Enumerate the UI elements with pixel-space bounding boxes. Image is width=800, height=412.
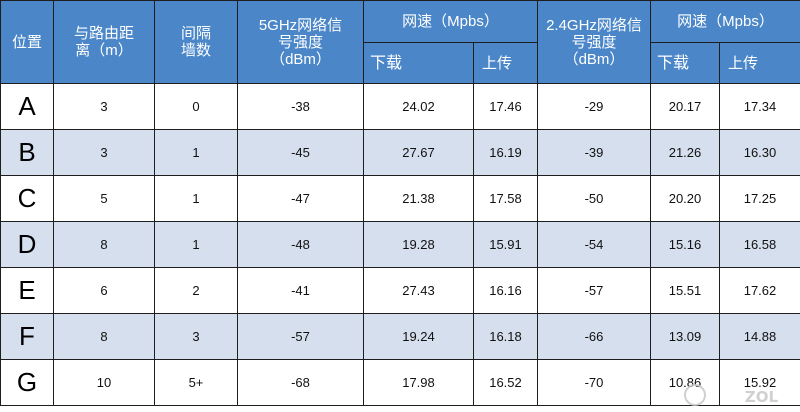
cell-walls: 3 xyxy=(154,313,238,360)
cell-upload-5g: 16.16 xyxy=(473,267,538,314)
cell-distance: 3 xyxy=(53,129,155,176)
cell-signal-5g: -38 xyxy=(237,83,364,130)
cell-download-24g: 20.20 xyxy=(650,175,720,222)
cell-signal-5g: -68 xyxy=(237,359,364,406)
cell-download-24g: 20.17 xyxy=(650,83,720,130)
table-row: B 3 1 -45 27.67 16.19 -39 21.26 16.30 xyxy=(0,129,800,176)
cell-signal-24g: -50 xyxy=(537,175,651,222)
cell-signal-24g: -39 xyxy=(537,129,651,176)
cell-upload-24g: 16.30 xyxy=(719,129,800,176)
header-download-24g: 下载 xyxy=(650,42,720,84)
cell-distance: 6 xyxy=(53,267,155,314)
cell-signal-5g: -47 xyxy=(237,175,364,222)
cell-position: D xyxy=(0,221,54,268)
cell-position: C xyxy=(0,175,54,222)
cell-signal-24g: -70 xyxy=(537,359,651,406)
cell-walls: 0 xyxy=(154,83,238,130)
cell-download-5g: 17.98 xyxy=(363,359,474,406)
header-signal-5g: 5GHz网络信号强度（dBm） xyxy=(237,0,364,84)
table-row: E 6 2 -41 27.43 16.16 -57 15.51 17.62 xyxy=(0,267,800,314)
cell-upload-5g: 17.46 xyxy=(473,83,538,130)
cell-download-5g: 19.24 xyxy=(363,313,474,360)
watermark-logo-icon xyxy=(684,384,706,406)
cell-upload-5g: 17.58 xyxy=(473,175,538,222)
cell-download-24g: 13.09 xyxy=(650,313,720,360)
cell-distance: 10 xyxy=(53,359,155,406)
cell-distance: 8 xyxy=(53,221,155,268)
table-row: D 8 1 -48 19.28 15.91 -54 15.16 16.58 xyxy=(0,221,800,268)
table-row: C 5 1 -47 21.38 17.58 -50 20.20 17.25 xyxy=(0,175,800,222)
cell-download-24g: 15.51 xyxy=(650,267,720,314)
cell-upload-24g: 15.92 xyxy=(719,359,800,406)
cell-walls: 1 xyxy=(154,129,238,176)
cell-distance: 8 xyxy=(53,313,155,360)
cell-position: E xyxy=(0,267,54,314)
cell-upload-24g: 17.34 xyxy=(719,83,800,130)
header-walls: 间隔墙数 xyxy=(154,0,238,84)
header-upload-5g: 上传 xyxy=(473,42,538,84)
cell-upload-24g: 17.62 xyxy=(719,267,800,314)
cell-signal-24g: -54 xyxy=(537,221,651,268)
header-distance: 与路由距离（m） xyxy=(53,0,155,84)
cell-download-24g: 15.16 xyxy=(650,221,720,268)
cell-walls: 1 xyxy=(154,221,238,268)
cell-upload-24g: 16.58 xyxy=(719,221,800,268)
cell-distance: 3 xyxy=(53,83,155,130)
cell-download-24g: 21.26 xyxy=(650,129,720,176)
cell-position: F xyxy=(0,313,54,360)
header-upload-24g: 上传 xyxy=(719,42,800,84)
cell-download-5g: 19.28 xyxy=(363,221,474,268)
cell-signal-5g: -41 xyxy=(237,267,364,314)
cell-position: A xyxy=(0,83,54,130)
cell-signal-24g: -29 xyxy=(537,83,651,130)
header-speed-5g: 网速（Mpbs） xyxy=(363,0,538,43)
table-row: A 3 0 -38 24.02 17.46 -29 20.17 17.34 xyxy=(0,83,800,130)
cell-position: B xyxy=(0,129,54,176)
cell-download-5g: 21.38 xyxy=(363,175,474,222)
cell-download-5g: 24.02 xyxy=(363,83,474,130)
cell-signal-5g: -57 xyxy=(237,313,364,360)
header-signal-24g: 2.4GHz网络信号强度（dBm） xyxy=(537,0,651,84)
cell-upload-24g: 14.88 xyxy=(719,313,800,360)
cell-signal-24g: -57 xyxy=(537,267,651,314)
table-row: G 10 5+ -68 17.98 16.52 -70 10.86 15.92 xyxy=(0,359,800,406)
cell-signal-24g: -66 xyxy=(537,313,651,360)
cell-download-5g: 27.67 xyxy=(363,129,474,176)
header-speed-24g: 网速（Mpbs） xyxy=(650,0,800,43)
cell-upload-5g: 16.19 xyxy=(473,129,538,176)
cell-download-5g: 27.43 xyxy=(363,267,474,314)
cell-walls: 5+ xyxy=(154,359,238,406)
cell-distance: 5 xyxy=(53,175,155,222)
table-row: F 8 3 -57 19.24 16.18 -66 13.09 14.88 xyxy=(0,313,800,360)
table-body: A 3 0 -38 24.02 17.46 -29 20.17 17.34 B … xyxy=(0,83,800,406)
cell-walls: 1 xyxy=(154,175,238,222)
header-download-5g: 下载 xyxy=(363,42,474,84)
cell-signal-5g: -45 xyxy=(237,129,364,176)
header-position: 位置 xyxy=(0,0,54,84)
cell-walls: 2 xyxy=(154,267,238,314)
cell-upload-24g: 17.25 xyxy=(719,175,800,222)
cell-upload-5g: 16.18 xyxy=(473,313,538,360)
cell-position: G xyxy=(0,359,54,406)
cell-upload-5g: 16.52 xyxy=(473,359,538,406)
cell-signal-5g: -48 xyxy=(237,221,364,268)
cell-upload-5g: 15.91 xyxy=(473,221,538,268)
